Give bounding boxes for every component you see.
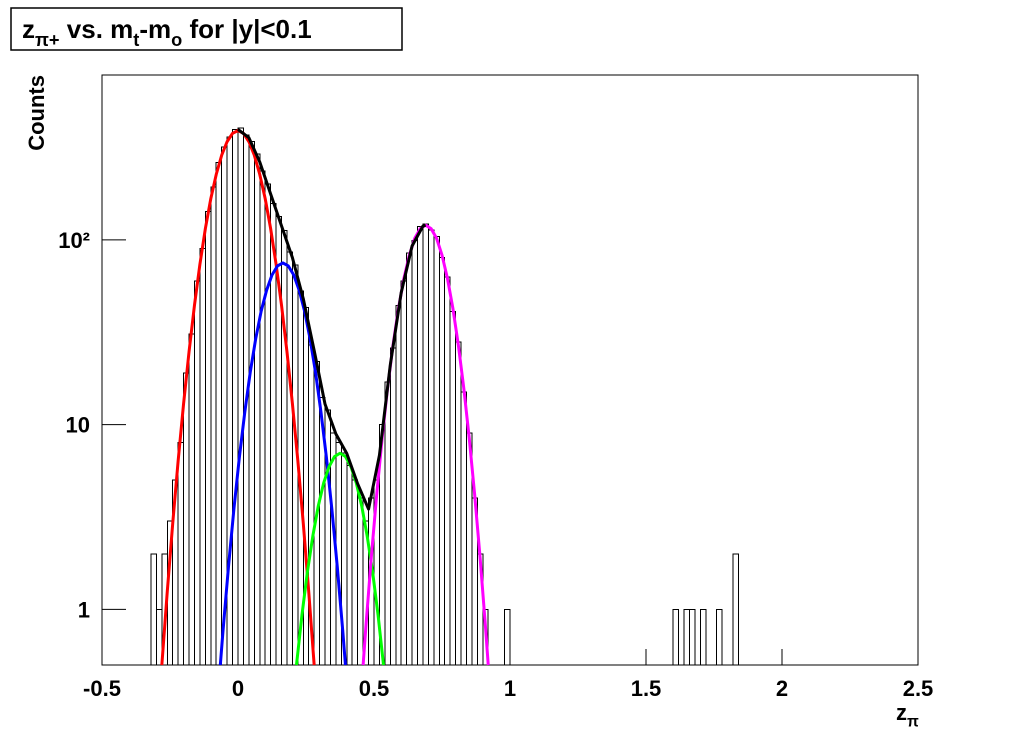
chart-title-part: for |y|<0.1: [182, 14, 311, 44]
y-tick-label: 10: [66, 413, 90, 438]
fit-curve: [237, 128, 427, 511]
x-tick-label: 2.5: [903, 676, 934, 701]
chart-title-part: -m: [139, 14, 171, 44]
histogram-bin: [672, 608, 680, 666]
x-tick-label: 0: [232, 676, 244, 701]
x-tick-label: -0.5: [83, 676, 121, 701]
y-axis-label: Counts: [24, 75, 49, 151]
chart-title-part: π+: [35, 30, 60, 50]
histogram-bin: [504, 608, 511, 666]
chart-title-part: z: [22, 14, 35, 44]
x-tick-label: 1.5: [631, 676, 662, 701]
chart-title-part: vs. m: [60, 14, 134, 44]
x-tick-label: 1: [504, 676, 516, 701]
y-tick-label: 1: [78, 597, 90, 622]
x-axis-label: zπ: [896, 700, 919, 731]
histogram-bin: [716, 608, 723, 666]
y-tick-label: 10²: [58, 228, 90, 253]
x-axis-label-part: z: [896, 700, 907, 725]
x-axis-label-part: π: [907, 714, 919, 731]
fit-curve: [294, 451, 386, 666]
histogram-bin: [689, 608, 696, 666]
chart-title: zπ+ vs. mt-mo for |y|<0.1: [22, 14, 312, 50]
histogram-bin: [699, 608, 707, 666]
x-tick-label: 2: [776, 676, 788, 701]
title-box: [10, 7, 403, 51]
fit-curve: [218, 261, 347, 666]
x-tick-label: 0.5: [359, 676, 390, 701]
chart-title-part: t: [133, 30, 139, 50]
histogram-bin: [732, 553, 739, 666]
chart-title-part: o: [171, 30, 182, 50]
